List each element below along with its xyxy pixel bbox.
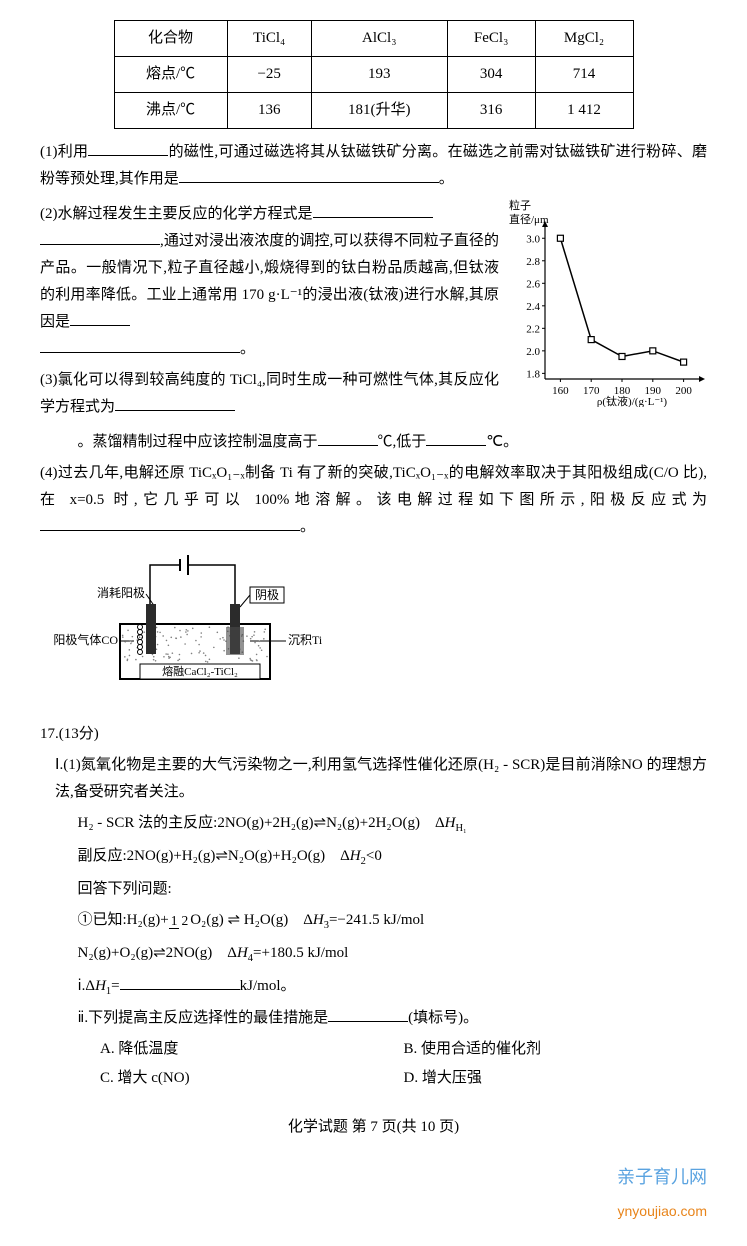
fill-blank[interactable] xyxy=(40,229,160,245)
question-3: (3)氯化可以得到较高纯度的 TiCl₄,同时生成一种可燃性气体,其反应化学方程… xyxy=(40,367,499,421)
svg-text:2.4: 2.4 xyxy=(526,301,540,313)
q3-text-d: ℃。 xyxy=(486,434,518,450)
options-list: A. 降低温度 B. 使用合适的催化剂 C. 增大 c(NO) D. 增大压强 xyxy=(40,1036,707,1094)
svg-text:1.8: 1.8 xyxy=(526,368,540,380)
option-d[interactable]: D. 增大压强 xyxy=(404,1065,708,1092)
table-cell: 316 xyxy=(447,93,535,129)
q1-text-a: (1)利用 xyxy=(40,144,88,160)
option-a[interactable]: A. 降低温度 xyxy=(100,1036,404,1063)
fill-blank[interactable] xyxy=(318,430,378,446)
table-header: TiCl₄ xyxy=(227,21,311,57)
denominator: 2 xyxy=(179,913,190,928)
table-header: 化合物 xyxy=(114,21,227,57)
answer-label: 回答下列问题: xyxy=(40,876,707,903)
fill-blank[interactable] xyxy=(179,167,439,183)
numerator: 1 xyxy=(169,913,180,929)
question-2: (2)水解过程发生主要反应的化学方程式是 ,通过对浸出液浓度的调控,可以获得不同… xyxy=(40,201,499,363)
q4-text-a: (4)过去几年,电解还原 TiCₓO₁₋ₓ制备 Ti 有了新的突破,TiCₓO₁… xyxy=(40,465,707,508)
svg-text:200: 200 xyxy=(675,385,692,397)
table-cell: 熔点/℃ xyxy=(114,57,227,93)
watermark-name: 亲子育儿网 xyxy=(617,1167,707,1187)
sub: H₁ xyxy=(455,823,466,834)
svg-text:直径/μm: 直径/μm xyxy=(509,212,549,226)
table-cell: 136 xyxy=(227,93,311,129)
label: ⅰ.Δ xyxy=(78,978,96,994)
q4-text-b: 。 xyxy=(300,519,315,535)
table-header: AlCl₃ xyxy=(311,21,447,57)
compound-table: 化合物 TiCl₄ AlCl₃ FeCl₃ MgCl₂ 熔点/℃ −25 193… xyxy=(114,20,634,129)
fill-blank[interactable] xyxy=(40,515,300,531)
electrolysis-diagram: 消耗阳极阳极气体CO 阴极沉积Ti 熔融CaCl₂-TiCl₂ xyxy=(40,549,707,709)
q3-text-a: (3)氯化可以得到较高纯度的 TiCl₄,同时生成一种可燃性气体,其反应化学方程… xyxy=(40,372,499,415)
question-17-number: 17.(13分) xyxy=(40,721,707,748)
table-cell: 304 xyxy=(447,57,535,93)
table-header: MgCl₂ xyxy=(535,21,633,57)
sub-question-1: ①已知:H₂(g)+12O₂(g) ⇌ H₂O(g) ΔH3=−241.5 kJ… xyxy=(40,907,707,936)
fill-blank[interactable] xyxy=(426,430,486,446)
svg-text:2.2: 2.2 xyxy=(526,323,540,335)
svg-text:2.0: 2.0 xyxy=(526,346,540,358)
svg-text:ρ(钛液)/(g·L⁻¹): ρ(钛液)/(g·L⁻¹) xyxy=(597,394,668,407)
equation: 2NO(g)+H₂(g)⇌N₂O(g)+H₂O(g) Δ xyxy=(127,848,350,864)
table-cell: 沸点/℃ xyxy=(114,93,227,129)
eq: O₂(g) ⇌ H₂O(g) Δ xyxy=(190,912,313,928)
tail: (填标号)。 xyxy=(408,1010,478,1026)
table-cell: 193 xyxy=(311,57,447,93)
page-footer: 化学试题 第 7 页(共 10 页) xyxy=(40,1114,707,1141)
fill-blank[interactable] xyxy=(120,974,240,990)
eq: N₂(g)+O₂(g)⇌2NO(g) Δ xyxy=(78,945,237,961)
svg-text:阳极气体CO: 阳极气体CO xyxy=(53,632,118,647)
label: 副反应: xyxy=(78,848,127,864)
watermark: 亲子育儿网 ynyoujiao.com xyxy=(40,1161,707,1226)
svg-text:粒子: 粒子 xyxy=(509,198,531,212)
main-reaction: H₂ - SCR 法的主反应:2NO(g)+2H₂(g)⇌N₂(g)+2H₂O(… xyxy=(40,810,707,839)
svg-text:熔融CaCl₂-TiCl₂: 熔融CaCl₂-TiCl₂ xyxy=(162,664,238,678)
particle-diameter-chart: 粒子直径/μm1.82.02.22.42.62.83.0160170180190… xyxy=(507,197,707,407)
svg-text:2.8: 2.8 xyxy=(526,256,540,268)
fill-blank[interactable] xyxy=(40,337,240,353)
side-reaction: 副反应:2NO(g)+H₂(g)⇌N₂O(g)+H₂O(g) ΔH2<0 xyxy=(40,843,707,872)
fill-blank[interactable] xyxy=(70,310,130,326)
svg-text:160: 160 xyxy=(552,385,569,397)
table-header: FeCl₃ xyxy=(447,21,535,57)
question-1: (1)利用的磁性,可通过磁选将其从钛磁铁矿分离。在磁选之前需对钛磁铁矿进行粉碎、… xyxy=(40,139,707,193)
table-cell: 714 xyxy=(535,57,633,93)
fill-blank[interactable] xyxy=(88,140,168,156)
fraction: 12 xyxy=(169,914,191,928)
table-cell: 1 412 xyxy=(535,93,633,129)
fill-blank[interactable] xyxy=(313,202,433,218)
watermark-url: ynyoujiao.com xyxy=(618,1203,708,1219)
svg-text:3.0: 3.0 xyxy=(526,233,540,245)
question-4: (4)过去几年,电解还原 TiCₓO₁₋ₓ制备 Ti 有了新的突破,TiCₓO₁… xyxy=(40,460,707,541)
q1-text-c: 。 xyxy=(439,171,454,187)
equation: 2NO(g)+2H₂(g)⇌N₂(g)+2H₂O(g) Δ xyxy=(217,815,444,831)
label: ⅱ.下列提高主反应选择性的最佳措施是 xyxy=(78,1010,329,1026)
question-17-part1: Ⅰ.(1)氮氧化物是主要的大气污染物之一,利用氢气选择性催化还原(H₂ - SC… xyxy=(40,752,707,806)
sub-ii: ⅱ.下列提高主反应选择性的最佳措施是 (填标号)。 xyxy=(40,1005,707,1032)
option-b[interactable]: B. 使用合适的催化剂 xyxy=(404,1036,708,1063)
eq: H₂(g)+ xyxy=(127,912,169,928)
label: ①已知: xyxy=(78,912,127,928)
question-3-cont: 。蒸馏精制过程中应该控制温度高于 ℃,低于 ℃。 xyxy=(40,429,707,456)
svg-text:消耗阳极: 消耗阳极 xyxy=(97,586,145,600)
fill-blank[interactable] xyxy=(115,395,235,411)
q3-text-c: ℃,低于 xyxy=(378,434,427,450)
q2-text-a: (2)水解过程发生主要反应的化学方程式是 xyxy=(40,206,313,222)
table-cell: 181(升华) xyxy=(311,93,447,129)
table-cell: −25 xyxy=(227,57,311,93)
equation-2: N₂(g)+O₂(g)⇌2NO(g) ΔH4=+180.5 kJ/mol xyxy=(40,940,707,969)
q3-text-b: 。蒸馏精制过程中应该控制温度高于 xyxy=(78,434,318,450)
svg-text:阴极: 阴极 xyxy=(255,588,279,602)
option-c[interactable]: C. 增大 c(NO) xyxy=(100,1065,404,1092)
label: H₂ - SCR 法的主反应: xyxy=(78,815,218,831)
svg-text:沉积Ti: 沉积Ti xyxy=(288,633,323,647)
q2-text-c: 。 xyxy=(240,341,255,357)
sub-i: ⅰ.ΔH1=kJ/mol。 xyxy=(40,973,707,1002)
unit: kJ/mol。 xyxy=(240,978,296,994)
fill-blank[interactable] xyxy=(328,1006,408,1022)
svg-text:2.6: 2.6 xyxy=(526,278,540,290)
